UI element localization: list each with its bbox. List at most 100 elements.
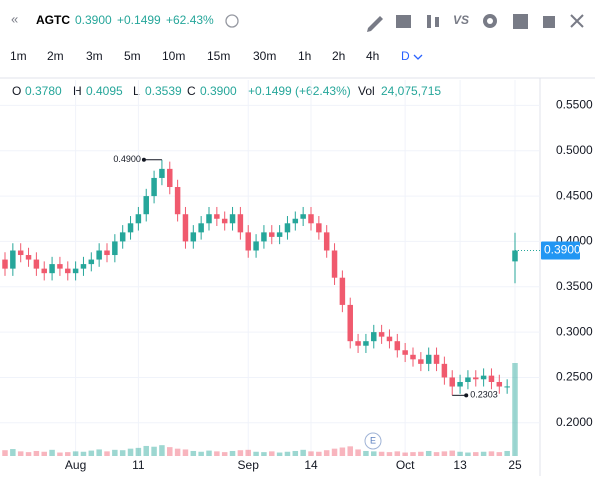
- candle-body: [410, 354, 416, 360]
- interval-button[interactable]: 3m: [86, 49, 103, 63]
- volume-bar: [49, 449, 55, 456]
- volume-bar: [127, 448, 134, 456]
- candle-body: [65, 268, 71, 274]
- volume-bar: [410, 452, 416, 456]
- candle-body: [331, 250, 338, 278]
- candle-body: [261, 232, 267, 242]
- candle-body: [112, 241, 118, 256]
- volume-bar: [371, 451, 377, 456]
- candle-body: [323, 232, 330, 251]
- legend-vol: 24,075,715: [381, 84, 441, 98]
- candle-body: [512, 250, 518, 262]
- volume-bar: [104, 451, 110, 456]
- volume-bar: [206, 450, 212, 456]
- candle-body: [10, 250, 16, 269]
- clock-icon[interactable]: [225, 14, 239, 28]
- y-tick-label: 0.5500: [556, 98, 593, 112]
- copy-icon[interactable]: [543, 16, 555, 28]
- y-tick-label: 0.2500: [556, 370, 593, 384]
- legend-h-label: H: [73, 84, 82, 98]
- candle-body: [378, 332, 385, 337]
- volume-bar: [2, 450, 8, 456]
- chart-type-icon[interactable]: [396, 15, 411, 28]
- draw-icon[interactable]: [367, 16, 383, 32]
- volume-bar: [96, 449, 102, 456]
- interval-button[interactable]: 2h: [332, 49, 345, 63]
- candle-body: [253, 241, 259, 251]
- volume-bar: [269, 451, 275, 456]
- candles-icon[interactable]: [427, 15, 431, 28]
- candle-body: [308, 214, 314, 224]
- volume-bar: [378, 451, 385, 456]
- interval-button[interactable]: 30m: [253, 49, 276, 63]
- legend-o-label: O: [12, 84, 21, 98]
- candle-body: [441, 363, 448, 378]
- volume-bar: [355, 449, 361, 456]
- volume-bar: [284, 451, 291, 456]
- candle-body: [88, 259, 95, 265]
- volume-bar: [88, 450, 95, 456]
- candle-body: [190, 232, 197, 242]
- volume-bar: [214, 451, 220, 456]
- volume-bar: [339, 447, 346, 456]
- volume-bar: [457, 451, 463, 456]
- volume-bar: [347, 446, 353, 456]
- candle-body: [127, 223, 134, 233]
- interval-button[interactable]: 1h: [298, 49, 311, 63]
- candle-body: [174, 187, 181, 215]
- interval-button[interactable]: D: [401, 49, 410, 63]
- volume-bar: [441, 451, 448, 456]
- volume-bar: [33, 450, 40, 456]
- volume-bar: [41, 451, 47, 456]
- annotation-label: 0.2303: [470, 390, 498, 400]
- candle-body: [269, 232, 275, 237]
- volume-bar: [151, 446, 157, 456]
- legend-c-label: C: [187, 84, 196, 98]
- volume-bar: [159, 445, 165, 456]
- candle-body: [214, 214, 220, 219]
- volume-bar: [167, 447, 173, 456]
- candle-body: [300, 214, 306, 219]
- volume-bar: [473, 452, 479, 456]
- event-marker-label: E: [370, 435, 376, 445]
- interval-button[interactable]: 5m: [124, 49, 141, 63]
- candle-body: [229, 214, 236, 224]
- legend-o: 0.3780: [25, 84, 62, 98]
- x-tick-label: Oct: [396, 458, 415, 472]
- candle-body: [2, 259, 8, 269]
- candle-body: [292, 218, 299, 224]
- event-marker[interactable]: [364, 432, 382, 450]
- candle-body: [473, 377, 479, 380]
- candle-body: [237, 214, 244, 233]
- volume-bar: [261, 452, 267, 456]
- candle-body: [143, 196, 149, 215]
- volume-bar: [323, 450, 330, 456]
- interval-dropdown[interactable]: [413, 54, 423, 60]
- compare-icon[interactable]: VS: [453, 13, 469, 27]
- candle-body: [159, 168, 165, 178]
- settings-icon-hole: [487, 18, 493, 24]
- volume-bar: [402, 452, 408, 456]
- last-price-box: [541, 241, 580, 260]
- candle-body: [284, 223, 291, 233]
- volume-bar: [65, 452, 71, 456]
- fullscreen-icon[interactable]: [513, 14, 528, 29]
- collapse-icon[interactable]: «: [11, 11, 18, 26]
- interval-button[interactable]: 15m: [207, 49, 230, 63]
- candle-body: [276, 232, 283, 237]
- candle-body: [386, 336, 393, 342]
- y-tick-label: 0.4500: [556, 188, 593, 202]
- candle-body: [25, 255, 32, 260]
- volume-bar: [135, 447, 142, 456]
- interval-button[interactable]: 4h: [366, 49, 379, 63]
- close-icon[interactable]: [570, 14, 584, 28]
- candle-body: [394, 341, 401, 351]
- change: +0.1499: [117, 13, 161, 27]
- interval-button[interactable]: 10m: [162, 49, 185, 63]
- candle-body: [245, 232, 251, 251]
- last-price-label: 0.3900: [544, 243, 581, 257]
- candle-body: [480, 375, 487, 380]
- interval-button[interactable]: 1m: [10, 49, 27, 63]
- interval-button[interactable]: 2m: [47, 49, 64, 63]
- volume-bar: [245, 449, 251, 456]
